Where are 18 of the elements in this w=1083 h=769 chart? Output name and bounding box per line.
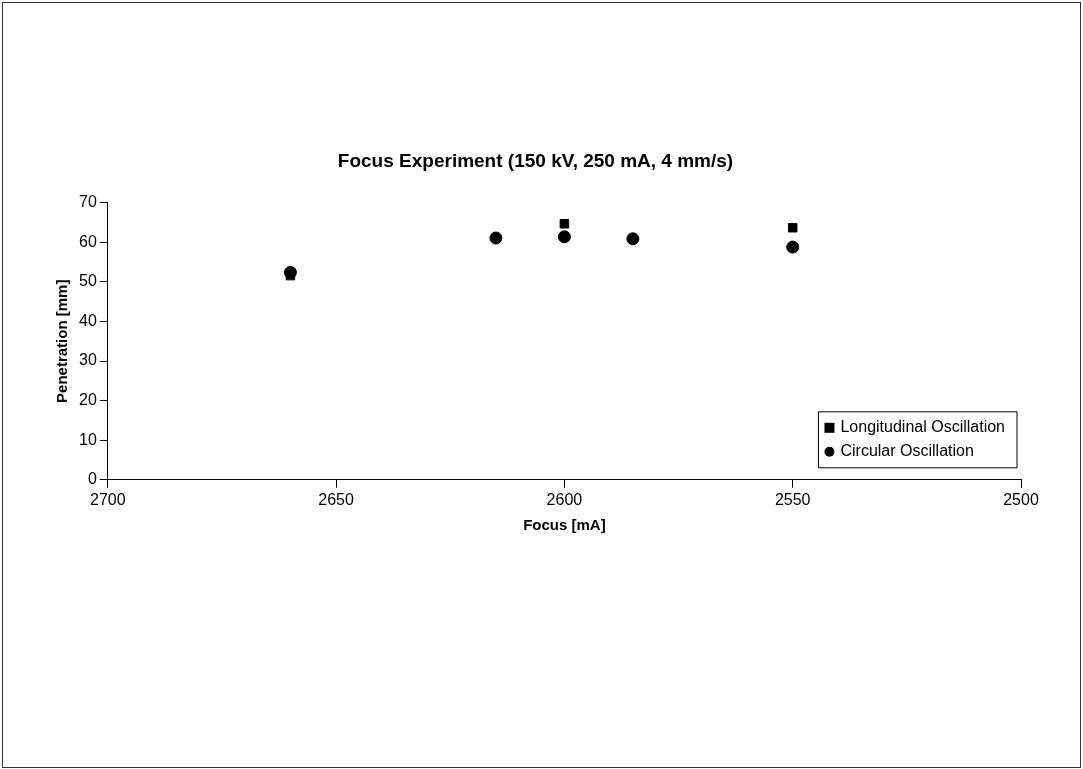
legend-label: Longitudinal Oscillation	[840, 418, 1005, 436]
x-tick-label: 2700	[90, 490, 126, 508]
y-tick-label: 60	[79, 232, 97, 250]
y-tick-label: 50	[79, 272, 97, 290]
y-tick-label: 20	[79, 391, 97, 409]
y-tick-label: 10	[79, 430, 97, 448]
y-tick-label: 40	[79, 311, 97, 329]
y-axis-title: Penetration [mm]	[53, 279, 71, 403]
x-tick-label: 2550	[774, 490, 811, 508]
x-tick-label: 2500	[1003, 490, 1039, 508]
x-axis-title: Focus [mA]	[523, 516, 606, 534]
chart-title: Focus Experiment (150 kV, 250 mA, 4 mm/s)	[337, 149, 734, 171]
x-tick-label: 2600	[546, 490, 583, 508]
y-tick-label: 0	[87, 470, 97, 488]
x-tick-label: 2650	[318, 490, 354, 508]
y-tick-label: 70	[79, 193, 97, 211]
legend-label: Circular Oscillation	[840, 442, 974, 460]
y-tick-label: 30	[79, 351, 97, 369]
